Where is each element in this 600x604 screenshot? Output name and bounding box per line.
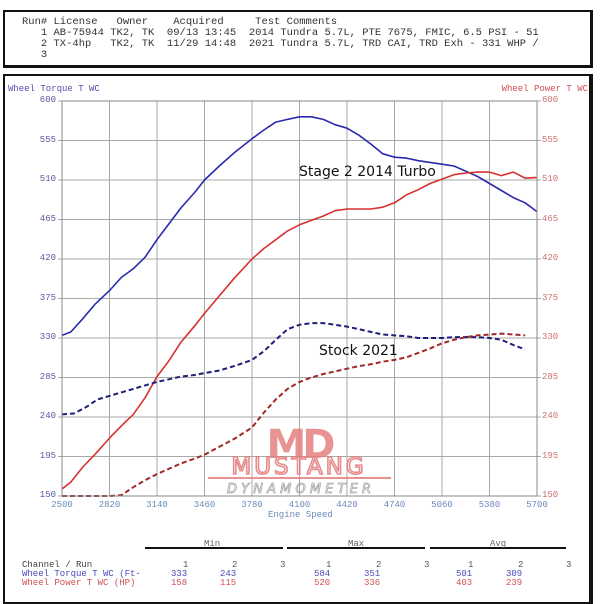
stats-min-rule: [145, 547, 283, 549]
stats-value: 520: [314, 578, 331, 588]
svg-text:D Y N A M O M E T E R: D Y N A M O M E T E R: [227, 482, 371, 497]
stats-value: 243: [220, 569, 237, 579]
right-y-tick-label: 330: [542, 332, 559, 342]
left-axis-title: Wheel Torque T WC: [8, 84, 100, 94]
x-tick-label: 2820: [98, 500, 121, 510]
mustang-dynamometer-watermark: MD MUSTANG D Y N A M O M E T E R: [208, 422, 391, 497]
stats-row-power-label: Wheel Power T WC (HP): [22, 578, 136, 588]
right-y-tick-label: 285: [542, 371, 559, 382]
stats-run-label: 3: [566, 560, 572, 570]
series-line: [61, 322, 526, 416]
stats-run-label: 1: [183, 560, 189, 570]
svg-text:MUSTANG: MUSTANG: [231, 454, 366, 480]
annotation-stage2: Stage 2 2014 Turbo: [299, 164, 436, 180]
annotation-stock: Stock 2021: [319, 343, 398, 359]
right-y-tick-label: 420: [542, 253, 559, 263]
stats-value: 309: [506, 569, 523, 579]
stats-row-torque-label: Wheel Torque T WC (Ft-: [22, 569, 141, 579]
x-tick-label: 3140: [146, 500, 168, 510]
stats-run-label: 2: [518, 560, 524, 570]
stats-channel-header: Channel / Run: [22, 560, 93, 570]
run-row-2: 2 TX-4hp TK2, TK 11/29 14:48 2021 Tundra…: [22, 38, 539, 50]
x-tick-label: 3780: [241, 500, 263, 510]
run-row-1: 1 AB-75944 TK2, TK 09/13 13:45 2014 Tund…: [22, 27, 539, 39]
x-tick-label: 5380: [478, 500, 501, 510]
stats-value: 239: [506, 578, 523, 588]
right-y-tick-label: 600: [542, 95, 559, 105]
stats-avg-rule: [430, 547, 566, 549]
stats-value: 351: [364, 569, 381, 579]
right-y-tick-label: 510: [542, 174, 559, 184]
stats-value: 501: [456, 569, 473, 579]
right-y-tick-label: 555: [542, 134, 559, 145]
series-line: [61, 116, 538, 337]
right-y-tick-label: 195: [542, 450, 559, 461]
right-y-tick-label: 150: [542, 490, 559, 500]
stats-value: 584: [314, 569, 331, 579]
right-axis-title: Wheel Power T WC: [501, 84, 588, 94]
stats-value: 333: [171, 569, 188, 579]
left-y-tick-label: 420: [39, 253, 56, 263]
stats-group-max: Max: [348, 539, 365, 549]
right-y-tick-label: 465: [542, 213, 559, 224]
left-y-tick-label: 465: [39, 213, 56, 224]
stats-value: 115: [220, 578, 237, 588]
stats-max-rule: [287, 547, 425, 549]
x-axis-title: Engine Speed: [268, 510, 333, 520]
x-tick-label: 4100: [288, 500, 311, 510]
curves: [61, 116, 538, 497]
series-line: [61, 171, 538, 490]
stats-run-label: 2: [376, 560, 382, 570]
left-y-tick-label: 375: [39, 292, 56, 303]
left-y-tick-label: 150: [39, 490, 56, 500]
x-tick-label: 5700: [526, 500, 548, 510]
right-y-tick-label: 375: [542, 292, 559, 303]
series-line: [62, 332, 526, 497]
left-y-tick-label: 195: [39, 450, 56, 461]
stats-run-label: 1: [468, 560, 474, 570]
right-y-tick-label: 240: [542, 411, 559, 421]
svg-text:MD: MD: [266, 422, 334, 468]
left-y-tick-label: 285: [39, 371, 56, 382]
x-tick-label: 5060: [431, 500, 453, 510]
stats-group-min: Min: [204, 539, 221, 549]
run-table-header: Run# License Owner Acquired Test Comment…: [22, 16, 338, 28]
x-tick-label: 4740: [383, 500, 406, 510]
left-y-tick-label: 330: [39, 332, 56, 342]
stats-run-label: 3: [424, 560, 430, 570]
run-info-panel: [3, 10, 593, 68]
stats-run-label: 1: [326, 560, 332, 570]
stats-group-avg: Avg: [490, 539, 507, 549]
stats-value: 158: [171, 578, 188, 588]
left-y-tick-label: 600: [39, 95, 56, 105]
x-tick-label: 4420: [336, 500, 358, 510]
stats-value: 403: [456, 578, 473, 588]
left-y-tick-label: 555: [39, 134, 56, 145]
run-row-3: 3: [22, 49, 48, 61]
left-y-tick-label: 510: [39, 174, 56, 184]
x-tick-label: 3460: [193, 500, 216, 510]
x-tick-label: 2500: [51, 500, 73, 510]
left-y-tick-label: 240: [39, 411, 56, 421]
stats-run-label: 2: [232, 560, 238, 570]
stats-run-label: 3: [280, 560, 286, 570]
stats-value: 336: [364, 578, 381, 588]
